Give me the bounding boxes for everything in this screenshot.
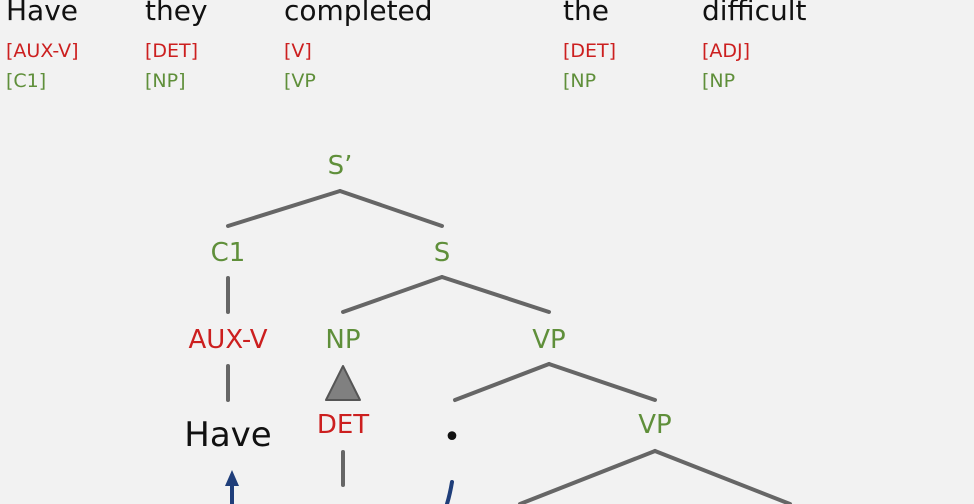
node-vp-2: VP	[638, 410, 672, 440]
pos-tag-the: [DET]	[563, 40, 617, 62]
edge-sbar-s	[338, 189, 444, 228]
edge-s-np	[341, 275, 444, 314]
edge-sbar-c1	[226, 189, 342, 228]
word-completed: completed	[284, 0, 433, 27]
phrase-tag-completed: [VP	[284, 70, 316, 92]
arrowhead-icon	[225, 470, 239, 486]
phrase-tag-the: [NP	[563, 70, 597, 92]
node-det: DET	[316, 410, 370, 440]
node-trace: •	[443, 420, 461, 455]
edge-vp2-right	[653, 449, 792, 504]
edge-vp2-left	[518, 449, 657, 504]
movement-arrow-tail-icon	[445, 480, 454, 504]
word-difficult: difficult	[702, 0, 807, 27]
pos-tag-have: [AUX-V]	[6, 40, 79, 62]
edge-vp-trace	[453, 362, 551, 402]
word-they: they	[145, 0, 208, 27]
phrase-tag-they: [NP]	[145, 70, 186, 92]
node-leaf-have: Have	[184, 415, 272, 455]
edge-s-vp	[440, 275, 551, 314]
np-triangle-icon	[325, 365, 361, 401]
phrase-tag-have: [C1]	[6, 70, 47, 92]
node-np: NP	[325, 325, 361, 355]
node-vp: VP	[532, 325, 566, 355]
edge-vp-vp2	[547, 362, 657, 402]
node-s-bar: S’	[327, 151, 353, 181]
word-the: the	[563, 0, 609, 27]
pos-tag-difficult: [ADJ]	[702, 40, 751, 62]
word-have: Have	[6, 0, 79, 27]
pos-tag-they: [DET]	[145, 40, 199, 62]
phrase-tag-difficult: [NP	[702, 70, 736, 92]
node-s: S	[433, 238, 451, 268]
pos-tag-completed: [V]	[284, 40, 312, 62]
node-aux-v: AUX-V	[188, 325, 268, 355]
node-c1: C1	[210, 238, 246, 268]
